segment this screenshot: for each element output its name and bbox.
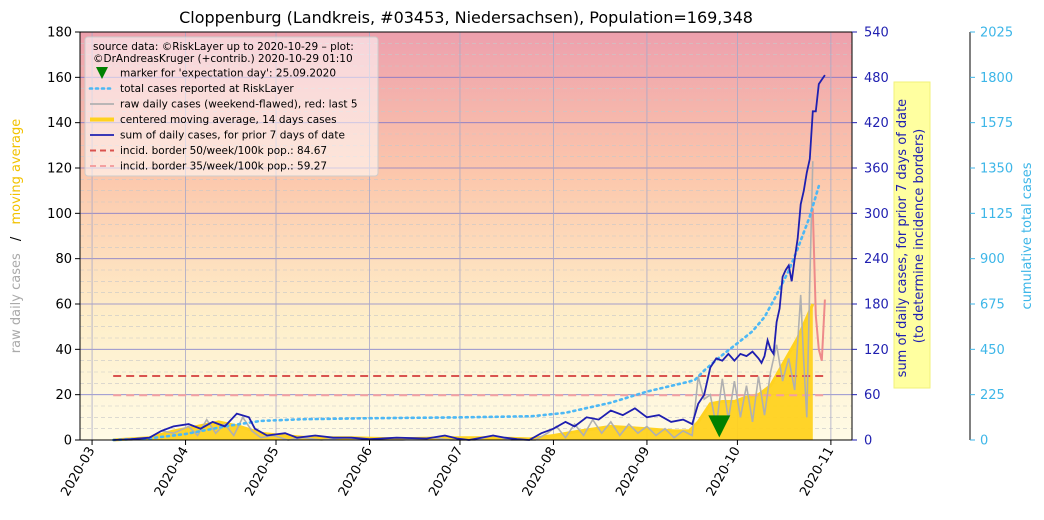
x-axis-tick-label: 2020-11 — [797, 445, 837, 500]
plot-frame — [79, 31, 853, 441]
legend-item-label: total cases reported at RiskLayer — [120, 83, 294, 95]
right-axis-2-tick-label: 1350 — [980, 162, 1013, 177]
left-axis-tick-label: 160 — [47, 71, 72, 86]
right-axis-1-tick-label: 60 — [864, 388, 881, 403]
legend-item-label: marker for 'expectation day': 25.09.2020 — [120, 68, 336, 80]
right-axis-1-label-line1: sum of daily cases, for prior 7 days of … — [895, 99, 910, 378]
moving-average-fill — [113, 304, 813, 440]
expectation-day-marker — [708, 415, 731, 438]
cumulative-line — [111, 184, 821, 442]
left-axis-label-sep: / — [9, 236, 24, 241]
right-axis-2-tick-label: 1125 — [980, 207, 1013, 222]
right-axis-1-tick-label: 360 — [864, 162, 889, 177]
x-axis-tick-label: 2020-08 — [520, 445, 560, 500]
series-layer — [111, 74, 826, 442]
right-axis-1-tick-label: 300 — [864, 207, 889, 222]
legend-swatch-marker — [96, 67, 108, 79]
raw-daily-last5-line — [811, 208, 826, 361]
x-axis-tick-label: 2020-04 — [152, 445, 192, 500]
left-axis-label-ma: moving average — [9, 119, 24, 225]
right-axis-1-tick-label: 420 — [864, 116, 889, 131]
legend: source data: ©RiskLayer up to 2020-10-29… — [84, 36, 379, 177]
right-axis-2-tick-label: 1575 — [980, 116, 1013, 131]
right-axis-2-tick-label: 0 — [980, 434, 988, 449]
chart-title: Cloppenburg (Landkreis, #03453, Niedersa… — [179, 8, 753, 27]
right-axis-weekly-sum: 0 60 120 180 240 300 360 420 480 540 — [852, 26, 889, 449]
legend-item-label: sum of daily cases, for prior 7 days of … — [120, 130, 345, 142]
left-axis-tick-label: 40 — [55, 343, 72, 358]
legend-item-label: incid. border 50/week/100k pop.: 84.67 — [120, 145, 327, 157]
legend-box — [84, 36, 379, 177]
legend-source-line1: source data: ©RiskLayer up to 2020-10-29… — [93, 41, 354, 53]
x-axis-tick-label: 2020-07 — [426, 445, 466, 500]
right-axis-1-tick-label: 480 — [864, 71, 889, 86]
right-axis-1-tick-label: 540 — [864, 26, 889, 41]
legend-source-line2: ©DrAndreasKruger (+contrib.) 2020-10-29 … — [93, 53, 353, 65]
right-axis-1-tick-label: 0 — [864, 434, 872, 449]
right-axis-label-box — [893, 81, 931, 389]
right-axis-1-tick-label: 180 — [864, 298, 889, 313]
x-axis-tick-label: 2020-09 — [613, 445, 653, 500]
right-axis-2-tick-label: 225 — [980, 388, 1005, 403]
right-axis-1-label: sum of daily cases, for prior 7 days of … — [895, 95, 927, 378]
x-axis-tick-label: 2020-03 — [58, 445, 98, 500]
left-axis-label-raw: raw daily cases — [9, 253, 24, 353]
left-axis-tick-label: 60 — [55, 298, 72, 313]
legend-item-label: incid. border 35/week/100k pop.: 59.27 — [120, 161, 327, 173]
x-axis: 2020-03 2020-04 2020-05 2020-06 2020-07 2020-… — [58, 440, 837, 499]
x-axis-tick-label: 2020-10 — [704, 445, 744, 500]
left-axis-tick-label: 140 — [47, 116, 72, 131]
x-axis-tick-label: 2020-05 — [242, 445, 282, 500]
weekly-sum-line — [113, 74, 826, 441]
left-axis-tick-label: 20 — [55, 388, 72, 403]
left-axis-label: raw daily cases / moving average — [9, 119, 24, 353]
raw-daily-line — [113, 161, 814, 441]
right-axis-1-tick-label: 240 — [864, 252, 889, 267]
left-axis-tick-label: 0 — [64, 434, 72, 449]
right-axis-2-tick-label: 450 — [980, 343, 1005, 358]
left-axis-tick-label: 100 — [47, 207, 72, 222]
right-axis-2-tick-label: 900 — [980, 252, 1005, 267]
right-axis-cumulative: 0 225 450 675 900 1125 1350 1575 1800 2025 — [969, 26, 1013, 449]
legend-item-label: raw daily cases (weekend-flawed), red: l… — [120, 99, 358, 111]
right-axis-2-tick-label: 675 — [980, 298, 1005, 313]
legend-items: marker for 'expectation day': 25.09.2020… — [88, 67, 358, 173]
right-axis-2-label: cumulative total cases — [1020, 162, 1035, 309]
left-axis: 0 20 40 60 80 100 120 140 160 180 — [47, 26, 80, 449]
legend-item-label: centered moving average, 14 days cases — [120, 114, 337, 126]
right-axis-1-label-line2: (to determine incidence borders) — [912, 129, 927, 344]
right-axis-2-tick-label: 1800 — [980, 71, 1013, 86]
left-axis-tick-label: 120 — [47, 162, 72, 177]
right-axis-2-tick-label: 2025 — [980, 26, 1013, 41]
x-axis-tick-label: 2020-06 — [336, 445, 376, 500]
left-axis-tick-label: 80 — [55, 252, 72, 267]
right-axis-1-tick-label: 120 — [864, 343, 889, 358]
left-axis-tick-label: 180 — [47, 26, 72, 41]
